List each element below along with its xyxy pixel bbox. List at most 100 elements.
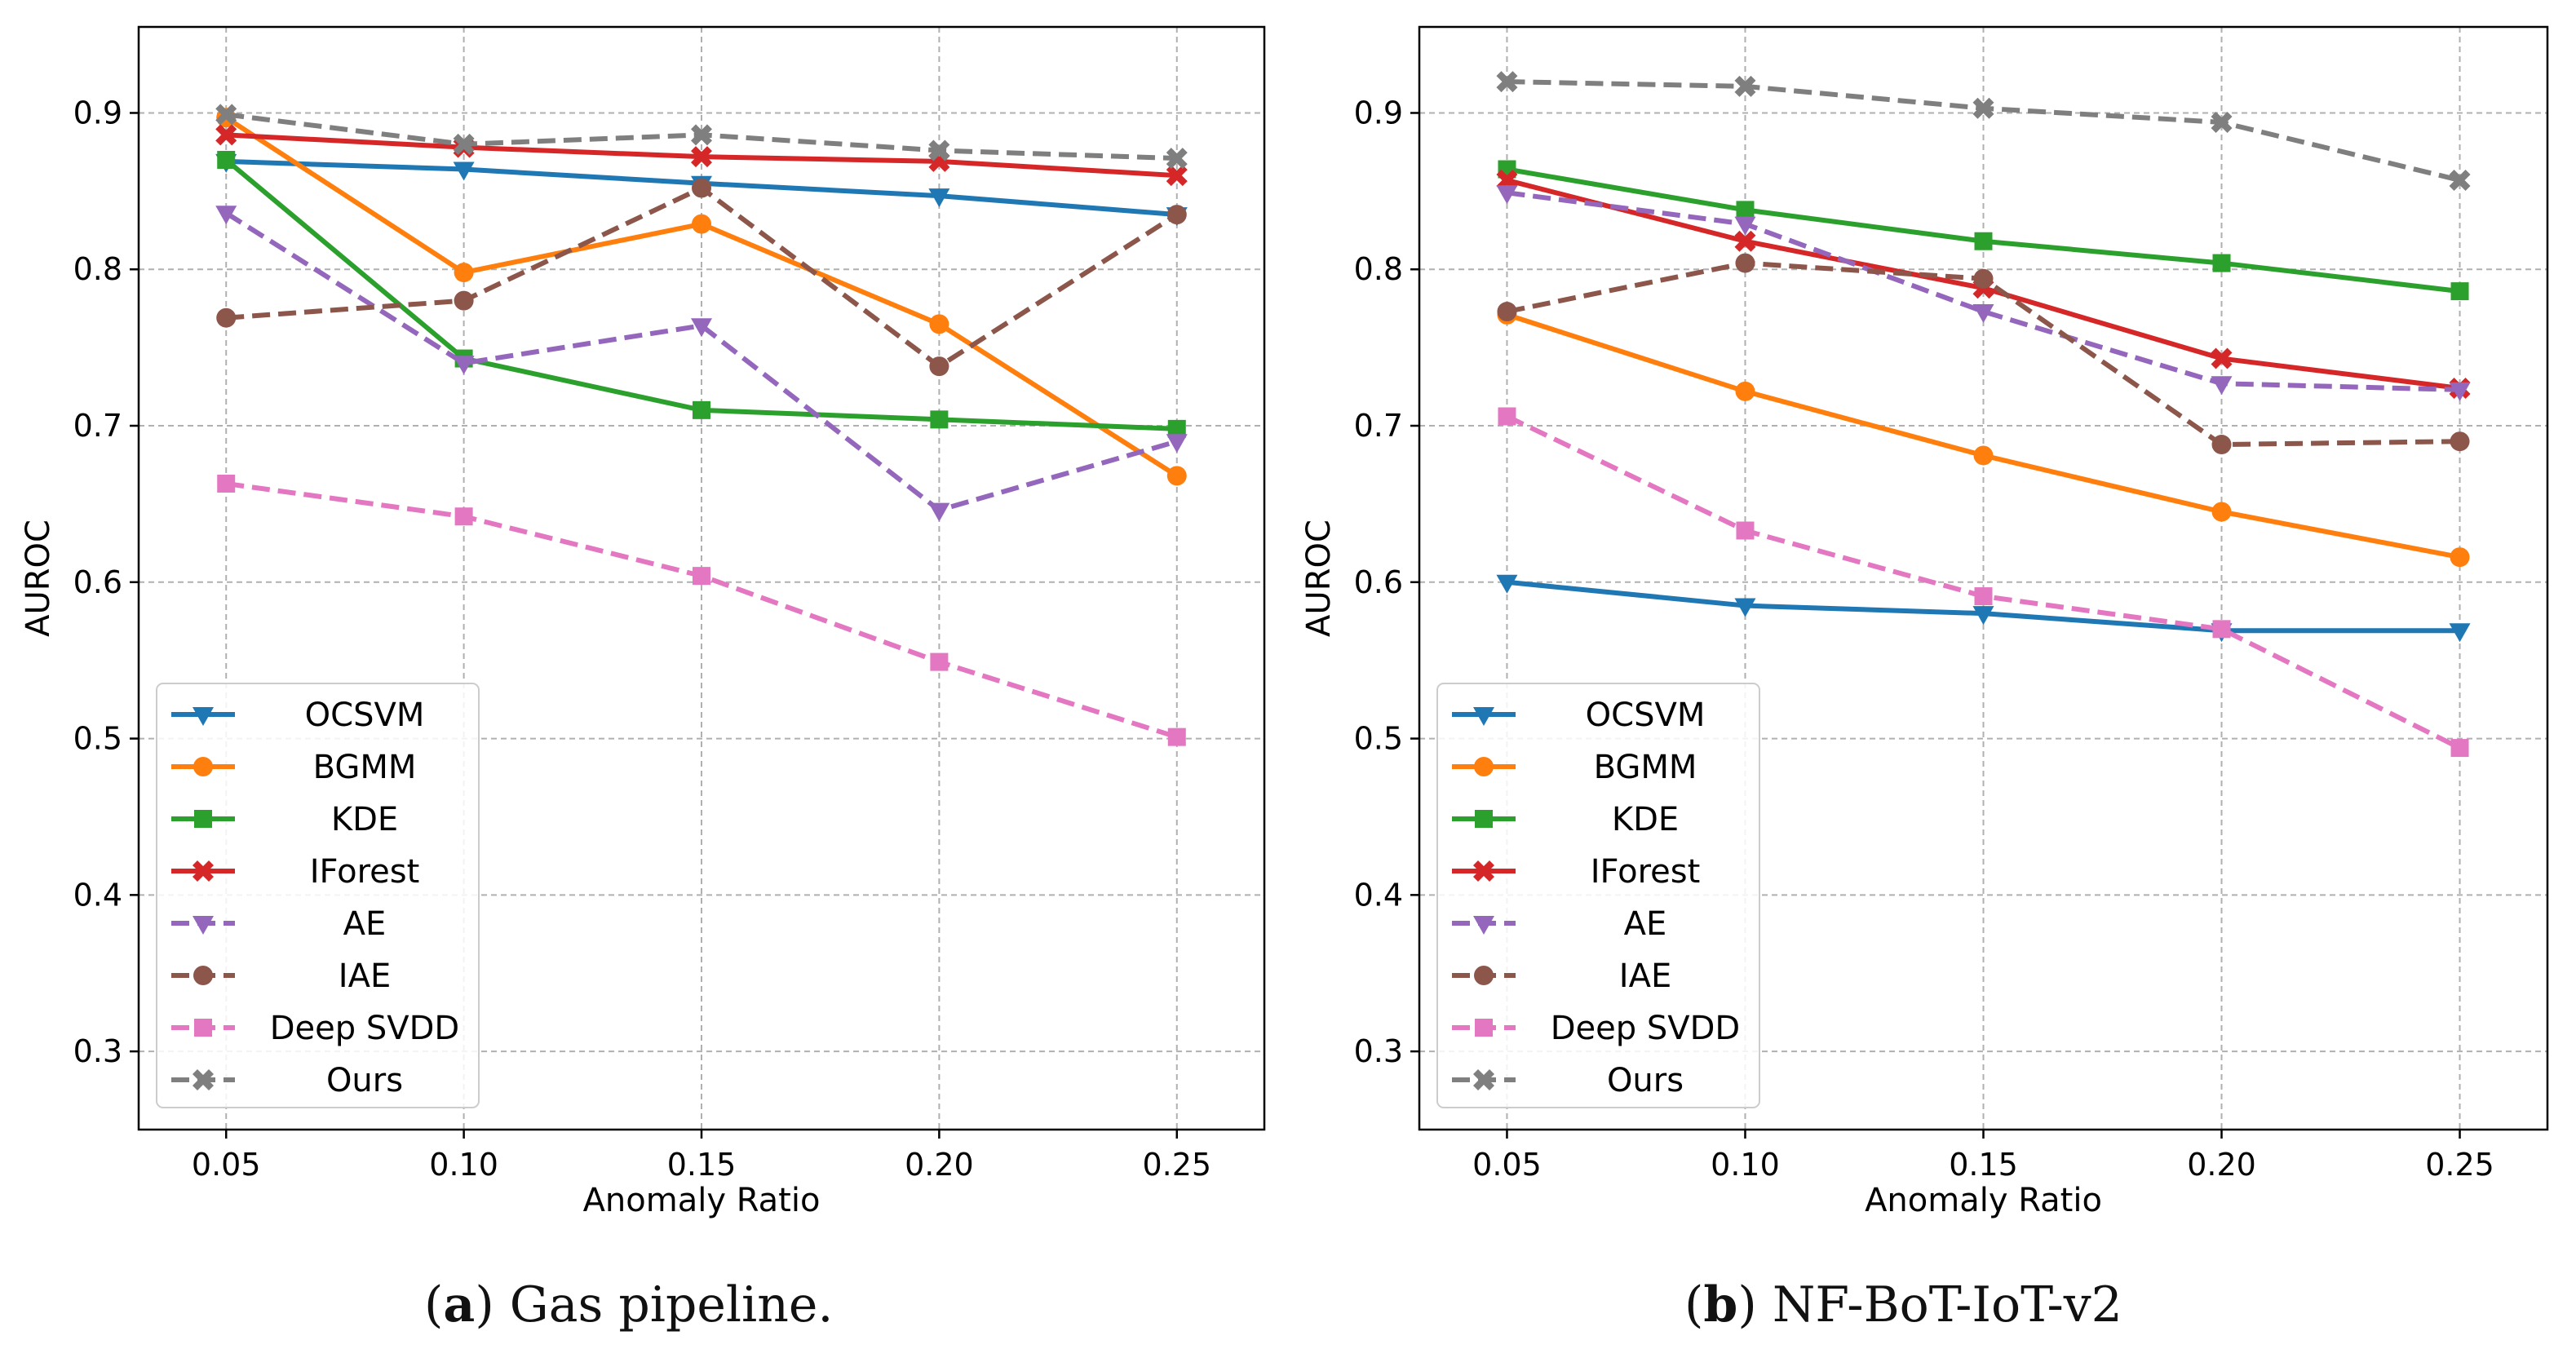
data-point xyxy=(1736,201,1755,219)
data-point xyxy=(217,474,236,493)
data-point xyxy=(453,161,475,181)
data-point xyxy=(2450,547,2470,568)
legend-label: OCSVM xyxy=(1586,697,1706,734)
data-point xyxy=(1496,574,1518,594)
y-tick-label: 0.7 xyxy=(73,408,122,444)
legend-marker xyxy=(193,860,214,882)
series-iae xyxy=(1497,253,2470,455)
legend-entry: OCSVM xyxy=(1452,697,1705,734)
data-point xyxy=(1166,466,1187,486)
data-point xyxy=(1972,304,1994,324)
chart-panel-b: 0.05 0.10 0.15 0.20 0.25 0.3 0.4 0.5 0.6 0.7 0.8 0.… xyxy=(1300,25,2549,1219)
series-line xyxy=(1507,190,2460,392)
legend-marker xyxy=(1474,966,1494,985)
data-point xyxy=(1972,606,1994,626)
data-point xyxy=(2211,376,2233,396)
legend-entry: Deep SVDD xyxy=(171,1010,459,1047)
data-point xyxy=(691,318,712,338)
legend-marker xyxy=(193,916,214,935)
data-point xyxy=(2211,347,2233,369)
legend-marker xyxy=(193,966,213,985)
legend-marker xyxy=(1475,810,1493,828)
series-line xyxy=(224,210,1178,513)
data-point xyxy=(215,104,237,126)
data-point xyxy=(217,151,236,170)
y-tick-label: 0.4 xyxy=(1354,877,1403,913)
legend-entry: AE xyxy=(1452,905,1666,943)
x-tick-label: 0.15 xyxy=(1949,1147,2018,1183)
legend-marker xyxy=(194,1019,212,1037)
y-tick-label: 0.9 xyxy=(1354,95,1403,130)
legend-label: KDE xyxy=(1612,801,1679,838)
x-axis-label: Anomaly Ratio xyxy=(583,1182,821,1219)
legend-entry: IForest xyxy=(1452,853,1700,891)
data-point xyxy=(215,124,237,146)
legend-box xyxy=(1436,683,1760,1108)
data-point xyxy=(2211,502,2232,522)
data-point xyxy=(2449,382,2471,401)
legend-entry: OCSVM xyxy=(171,697,424,734)
y-tick-label: 0.5 xyxy=(1354,721,1403,757)
legend-entry: AE xyxy=(171,905,386,943)
series-ours xyxy=(1496,71,2471,191)
data-point xyxy=(691,146,712,168)
data-point xyxy=(1735,381,1755,401)
series-ae xyxy=(1496,185,2471,401)
legend-marker xyxy=(1474,757,1494,776)
data-point xyxy=(692,214,711,234)
series-iae xyxy=(216,178,1187,377)
data-point xyxy=(1166,205,1187,225)
data-point xyxy=(2450,431,2470,452)
y-tick-label: 0.6 xyxy=(73,564,122,600)
x-tick-label: 0.15 xyxy=(667,1147,737,1183)
data-point xyxy=(1167,419,1186,438)
data-point xyxy=(1496,185,1518,205)
data-point xyxy=(1734,216,1756,236)
data-point xyxy=(453,356,475,375)
legend-label: AE xyxy=(343,905,387,943)
data-point xyxy=(1974,232,1993,250)
data-point xyxy=(1974,587,1993,606)
legend-entry: KDE xyxy=(171,801,398,838)
data-point xyxy=(929,314,949,334)
x-tick-label: 0.20 xyxy=(2187,1147,2256,1183)
legend-marker xyxy=(1473,1069,1494,1090)
chart-panel-a: 0.05 0.10 0.15 0.20 0.25 0.3 0.4 0.5 0.6 0.7 0.8 0.… xyxy=(20,25,1266,1219)
legend-label: IForest xyxy=(1591,853,1701,891)
legend-entry: IAE xyxy=(171,957,391,995)
data-point xyxy=(930,410,949,429)
caption-a-text: ) Gas pipeline. xyxy=(475,1276,834,1333)
data-point xyxy=(928,502,950,522)
legend-marker xyxy=(1473,707,1494,726)
data-point xyxy=(216,307,237,328)
data-point xyxy=(2211,111,2233,133)
series-ocsvm xyxy=(1496,574,2471,643)
series-ae xyxy=(215,206,1188,522)
x-axis-label: Anomaly Ratio xyxy=(1865,1182,2102,1219)
y-tick-label: 0.4 xyxy=(73,877,122,913)
legend-label: Ours xyxy=(326,1062,403,1099)
y-tick-label: 0.6 xyxy=(1354,564,1403,600)
x-tick-label: 0.05 xyxy=(192,1147,261,1183)
legend-label: Deep SVDD xyxy=(1551,1010,1740,1047)
data-point xyxy=(1166,165,1188,187)
caption-b-letter: b xyxy=(1703,1276,1738,1333)
data-point xyxy=(1166,434,1188,453)
legend-label: IAE xyxy=(1619,957,1671,995)
x-tick-label: 0.25 xyxy=(1142,1147,1211,1183)
legend-label: IAE xyxy=(339,957,391,995)
y-tick-label: 0.8 xyxy=(1354,251,1403,287)
y-tick-label: 0.8 xyxy=(73,251,122,287)
data-point xyxy=(692,178,711,198)
legend-label: BGMM xyxy=(1594,749,1697,786)
y-tick-label: 0.7 xyxy=(1354,408,1403,444)
y-tick-label: 0.3 xyxy=(1354,1033,1403,1069)
data-point xyxy=(928,188,950,208)
data-point xyxy=(1166,148,1188,170)
x-tick-label: 0.20 xyxy=(905,1147,974,1183)
data-point xyxy=(930,652,949,671)
data-point xyxy=(929,356,949,377)
data-point xyxy=(1734,230,1756,252)
legend-marker xyxy=(1473,860,1494,882)
